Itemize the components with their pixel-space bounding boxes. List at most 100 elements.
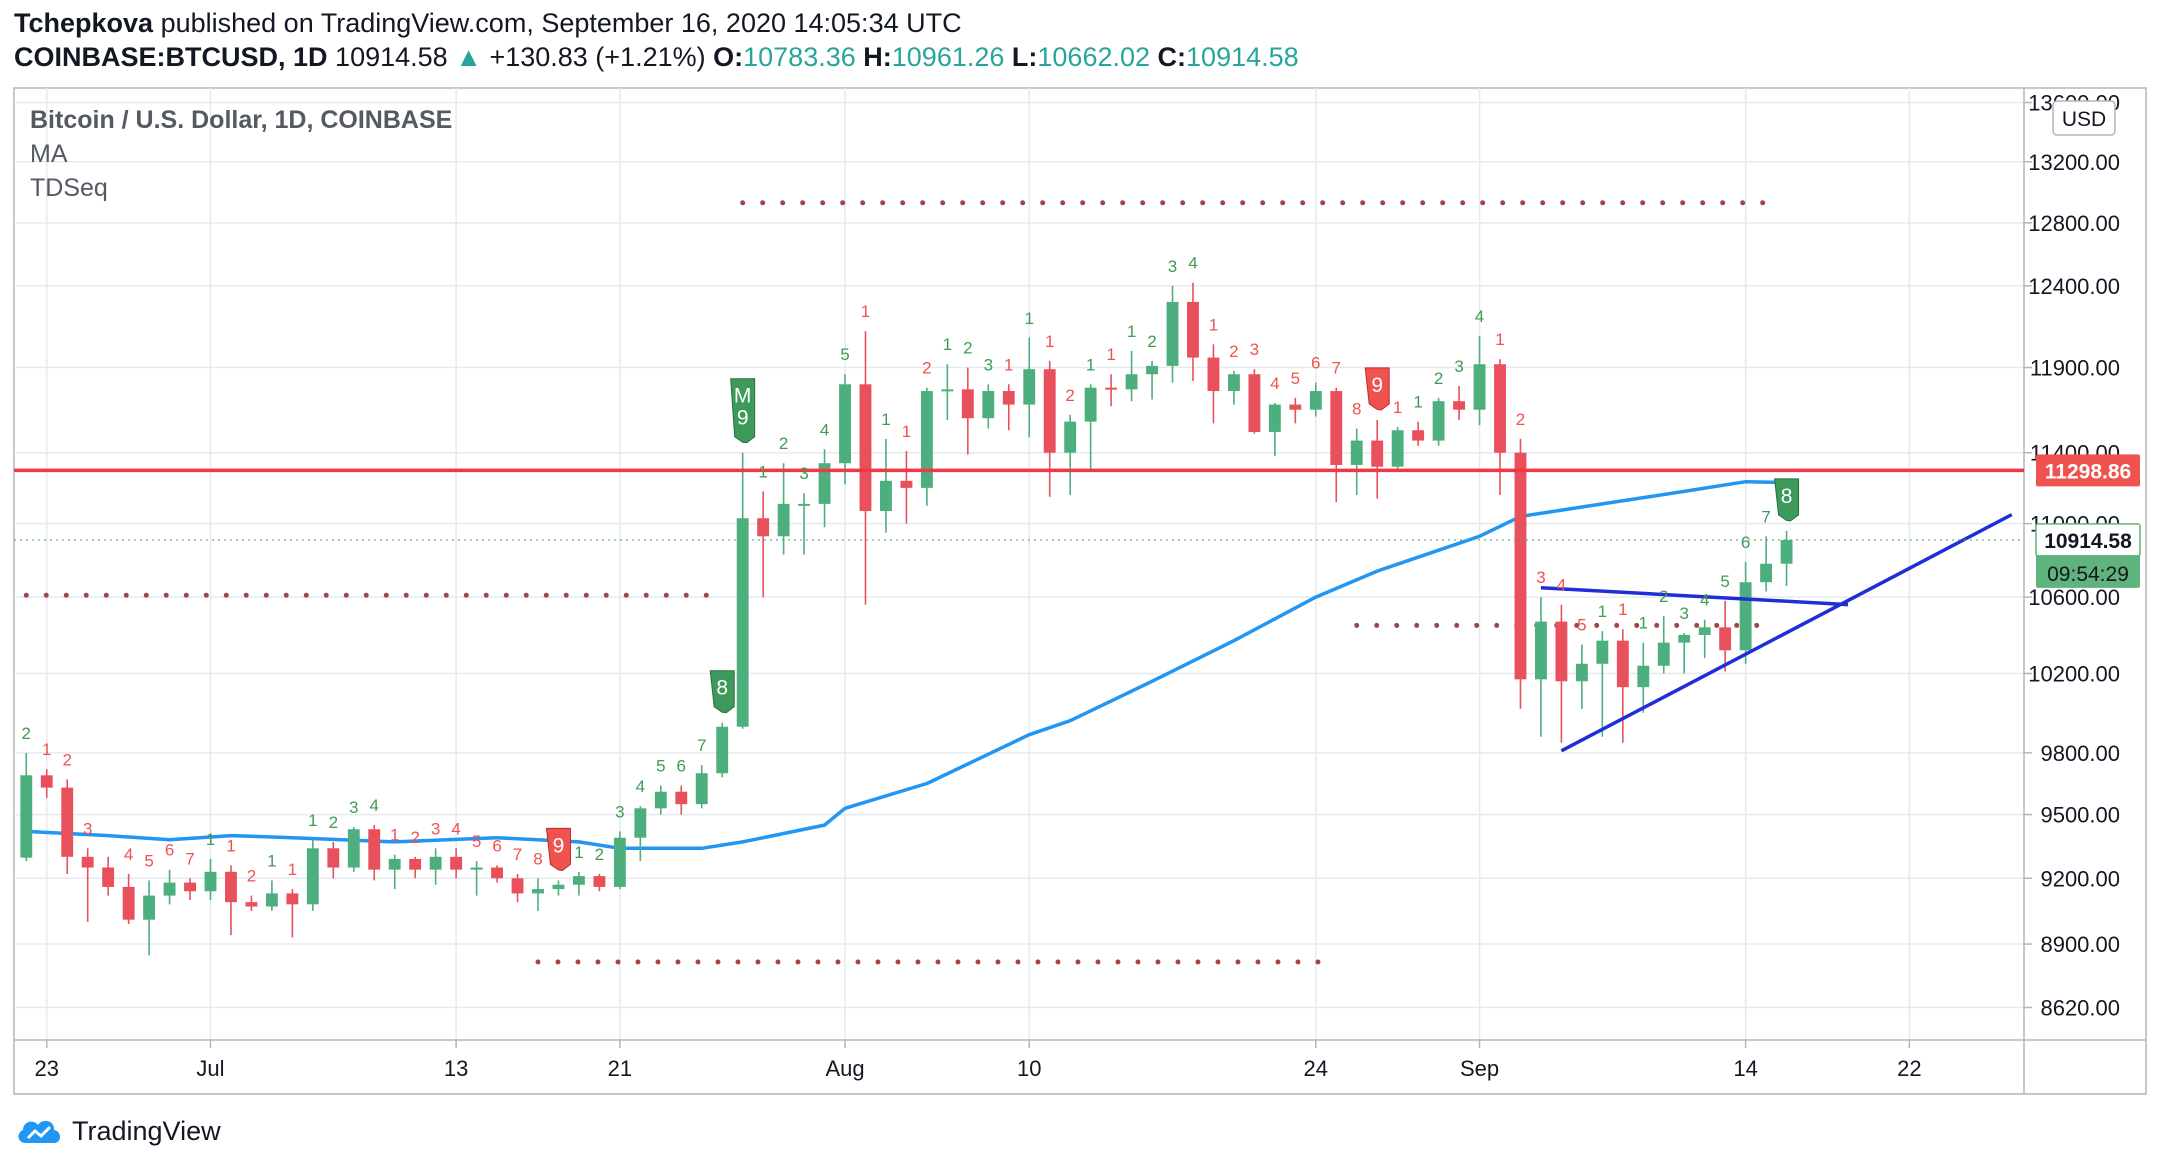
legend-title[interactable]: Bitcoin / U.S. Dollar, 1D, COINBASE (30, 106, 452, 134)
candle-body (1432, 401, 1445, 441)
price-tick-label: 12800.00 (2028, 211, 2120, 236)
td-count-label: 1 (861, 302, 870, 321)
td-count-label: 2 (62, 750, 71, 769)
candle-body (1678, 634, 1691, 643)
candle-body (1146, 365, 1158, 375)
currency-button-frame[interactable] (2052, 100, 2116, 136)
tradingview-cloud-logo-icon[interactable] (14, 1113, 64, 1149)
trend-lines[interactable] (1540, 513, 2013, 753)
td-count-label: 2 (247, 867, 256, 886)
candle-down (675, 785, 688, 815)
price-tick-label: 12400.00 (2028, 274, 2120, 299)
chart-header: Tchepkova published on TradingView.com, … (0, 0, 2160, 84)
candle-down (1248, 369, 1261, 434)
last-price-tag-frame (2035, 523, 2141, 557)
td-count-label: 1 (206, 830, 215, 849)
td-count-label: 3 (431, 819, 440, 838)
td-count-label: 2 (22, 724, 31, 743)
currency-button[interactable]: USD (2052, 100, 2116, 136)
trend-line[interactable] (1540, 586, 1849, 607)
candle-body (1187, 301, 1199, 358)
currency-button-label[interactable]: USD (2062, 108, 2106, 131)
footer-brand-name[interactable]: TradingView (72, 1115, 221, 1146)
td-count-label: 4 (820, 420, 829, 439)
td-count-label: 1 (1004, 355, 1013, 374)
candle-up (1125, 350, 1138, 402)
td-count-label: 3 (1454, 357, 1463, 376)
legend-tdseq[interactable]: TDSeq (30, 174, 108, 202)
candle-body (1023, 369, 1036, 405)
candle-body (900, 480, 913, 488)
candle-down (1555, 604, 1568, 743)
candle-up (1698, 619, 1711, 658)
td-count-label: 5 (472, 832, 481, 851)
candle-body (1350, 440, 1363, 465)
candle-down (961, 367, 974, 455)
td-count-label: 1 (288, 860, 297, 879)
candle-body (1391, 430, 1404, 467)
td-count-label: 2 (779, 434, 788, 453)
candle-up (716, 722, 729, 778)
moving-average-series (26, 479, 1787, 851)
candle-up (654, 785, 667, 815)
candle-down (225, 865, 237, 936)
countdown-tag-text: 09:54:29 (2047, 563, 2129, 586)
candle-body (1043, 369, 1056, 453)
candle-body (184, 882, 196, 892)
candle-down (757, 491, 770, 598)
candle-body (204, 871, 217, 892)
candle-body (1268, 404, 1281, 432)
td-count-label: 3 (349, 798, 358, 817)
td-count-label: 1 (1024, 309, 1033, 328)
candle-body (368, 829, 381, 870)
candle-body (163, 882, 176, 896)
time-tick-label: Aug (825, 1056, 864, 1081)
open-value: 10783.36 (743, 42, 856, 72)
low-label: L: (1011, 42, 1038, 72)
time-axis[interactable]: 23 Jul 13 21 Aug 10 24 Sep 14 22 (35, 1040, 1922, 1081)
candle-down (1412, 421, 1425, 446)
td-flag-label: 8 (1781, 485, 1793, 508)
candle-up (552, 880, 565, 896)
last-price-tag: 10914.58 09:54:29 (2035, 523, 2141, 588)
candle-up (1146, 360, 1158, 400)
candle-body (1064, 421, 1077, 453)
candle-body (409, 858, 422, 870)
trend-line[interactable] (1560, 513, 2013, 753)
candle-body (1453, 401, 1466, 410)
price-tick-label: 10200.00 (2028, 661, 2120, 686)
candle-body (225, 871, 237, 903)
last-price: 10914.58 (335, 42, 448, 72)
candle-up (1309, 382, 1322, 417)
candle-up (1084, 384, 1097, 472)
price-tick-label: 13200.00 (2028, 150, 2120, 175)
candle-body (265, 893, 278, 907)
td-flag-label: M (734, 385, 752, 408)
candle-down (245, 895, 258, 911)
change-arrow-icon: ▲ (455, 42, 482, 72)
candle-body (961, 389, 974, 419)
price-change: +130.83 (+1.21%) (489, 42, 706, 72)
author-name[interactable]: Tchepkova (14, 8, 154, 38)
td-count-label: 6 (1741, 533, 1750, 552)
td-flag-shape (545, 827, 571, 871)
td-flag-shape (1364, 367, 1390, 411)
candle-up (572, 871, 585, 896)
candle-body (491, 867, 503, 879)
legend-ma[interactable]: MA (30, 140, 68, 168)
time-tick-label: 22 (1897, 1056, 1921, 1081)
td-count-label: 6 (492, 836, 501, 855)
td-count-label: 5 (840, 345, 849, 364)
tdst-levels (23, 200, 1769, 965)
candlestick-series (20, 282, 1793, 956)
candle-body (1780, 539, 1793, 564)
td-count-label: 4 (636, 777, 645, 796)
candle-body (552, 884, 565, 890)
candle-up (1657, 615, 1670, 674)
candle-down (122, 873, 135, 925)
candle-body (920, 391, 933, 488)
td-count-label: 1 (1209, 315, 1218, 334)
candle-body (1084, 387, 1097, 422)
candle-body (654, 791, 667, 809)
